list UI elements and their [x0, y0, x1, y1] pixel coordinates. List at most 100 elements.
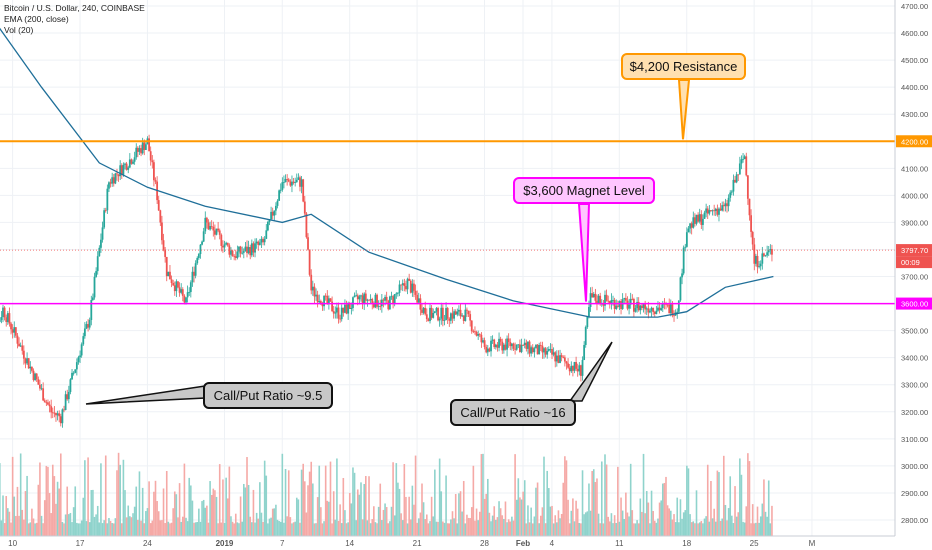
candle-body	[459, 309, 462, 317]
candle-body	[549, 349, 552, 350]
volume-bar	[275, 504, 277, 536]
volume-bar	[565, 460, 568, 536]
volume-bar	[477, 520, 479, 536]
candle-body	[734, 179, 736, 183]
candle-body	[729, 192, 732, 198]
volume-bar	[485, 493, 488, 536]
volume-bar	[732, 523, 735, 536]
candle-body	[576, 368, 579, 372]
candle-body	[366, 299, 369, 301]
candle-body	[0, 320, 1, 322]
volume-bar	[523, 480, 526, 536]
volume-bar	[194, 522, 197, 536]
candle-body	[687, 228, 690, 233]
volume-bar	[336, 458, 338, 536]
candle-body	[597, 295, 600, 304]
volume-bar	[548, 488, 550, 536]
candle-body	[93, 276, 96, 298]
volume-bar	[483, 498, 486, 536]
volume-bar	[740, 474, 743, 536]
magnet-price-tag: 3600.00	[901, 300, 928, 309]
candle-body	[286, 178, 289, 180]
volume-bar	[588, 483, 590, 536]
candle-body	[258, 242, 261, 245]
volume-bar	[639, 498, 642, 536]
candle-body	[51, 412, 54, 414]
volume-bar	[167, 521, 170, 536]
candle-body	[161, 222, 163, 241]
volume-bar	[570, 510, 573, 536]
volume-bar	[119, 464, 121, 536]
volume-bar	[443, 522, 446, 536]
candle-body	[445, 308, 447, 321]
volume-bar	[533, 516, 536, 536]
candle-body	[194, 263, 197, 276]
volume-bar	[572, 498, 574, 536]
volume-bar	[321, 523, 324, 536]
candle-body	[536, 344, 539, 355]
candle-body	[75, 362, 78, 370]
volume-bar	[59, 453, 62, 536]
price-tick-label: 3300.00	[901, 381, 928, 390]
volume-bar	[88, 522, 91, 536]
volume-bar	[218, 464, 221, 536]
volume-bar	[19, 453, 22, 536]
candle-body	[14, 327, 17, 336]
candle-body	[562, 356, 565, 358]
volume-bar	[750, 523, 752, 536]
volume-bar	[413, 504, 415, 536]
candle-body	[71, 372, 73, 380]
candle-body	[517, 344, 520, 346]
candle-body	[196, 257, 199, 264]
callput-1-label: Call/Put Ratio ~9.5	[214, 388, 323, 403]
volume-bar	[686, 465, 688, 536]
candle-body	[512, 343, 515, 349]
volume-bar	[326, 500, 329, 536]
volume-bar	[764, 511, 767, 536]
candle-body	[210, 226, 213, 227]
candle-body	[458, 309, 460, 312]
volume-bar	[641, 511, 643, 536]
volume-bar	[64, 514, 67, 536]
volume-bar	[612, 523, 614, 536]
volume-bar	[522, 491, 524, 536]
candle-body	[632, 299, 635, 312]
callput-2-pointer	[568, 341, 613, 402]
volume-bar	[233, 523, 235, 536]
candle-body	[85, 324, 88, 329]
volume-bar	[132, 513, 134, 536]
candle-body	[541, 345, 544, 353]
candle-body	[323, 295, 325, 307]
candle-body	[321, 304, 324, 307]
volume-bar	[111, 523, 113, 536]
volume-bar	[697, 523, 699, 536]
candle-body	[469, 314, 472, 321]
volume-bars	[0, 452, 773, 536]
candle-body	[671, 304, 674, 316]
volume-bar	[50, 513, 52, 536]
candle-body	[374, 294, 377, 308]
candle-body	[482, 340, 484, 343]
candle-body	[180, 289, 183, 293]
volume-bar	[621, 510, 624, 536]
candle-body	[451, 313, 454, 319]
volume-bar	[373, 506, 375, 536]
candle-body	[758, 266, 761, 268]
volume-bar	[302, 463, 304, 536]
volume-bar	[714, 521, 717, 536]
volume-bar	[231, 521, 234, 536]
volume-bar	[581, 470, 584, 536]
candle-body	[771, 249, 773, 255]
candle-body	[554, 352, 557, 362]
candle-body	[580, 365, 582, 376]
volume-bar	[767, 480, 770, 536]
candle-body	[32, 370, 35, 381]
volume-bar	[596, 478, 598, 536]
volume-bar	[567, 499, 569, 536]
candle-body	[339, 318, 342, 320]
volume-bar	[674, 522, 677, 536]
candle-body	[279, 189, 282, 191]
candle-body	[292, 181, 295, 183]
